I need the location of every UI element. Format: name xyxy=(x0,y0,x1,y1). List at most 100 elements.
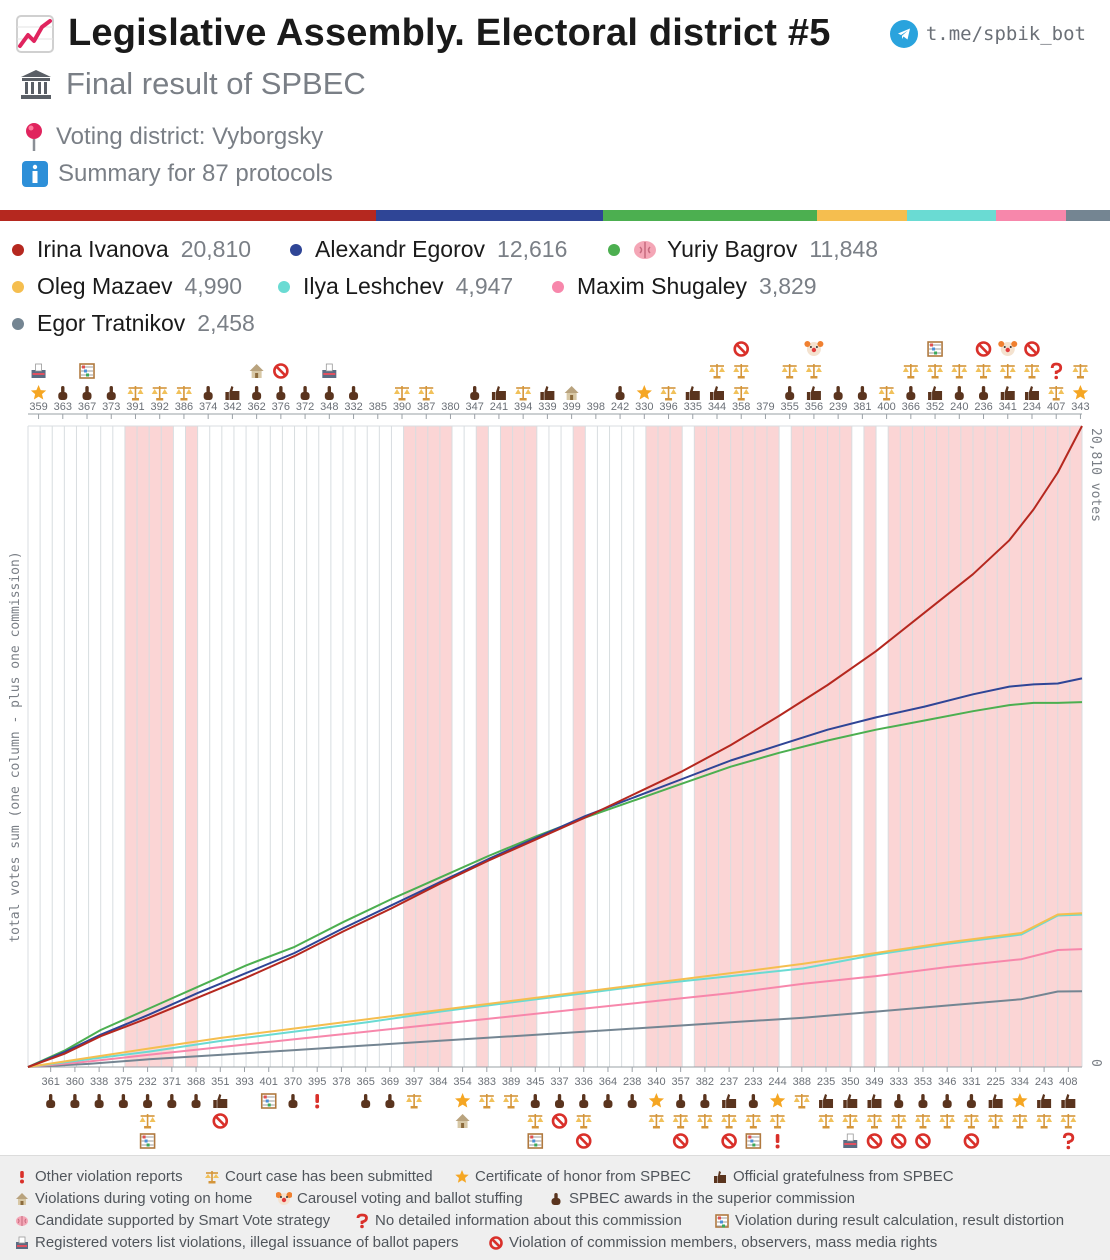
top-tick-label: 356 xyxy=(805,401,823,413)
top-tick-label: 240 xyxy=(950,401,968,413)
prohibited-icon xyxy=(733,341,750,357)
question-icon xyxy=(1050,362,1063,380)
abacus-icon xyxy=(527,1133,544,1149)
bottom-tick-label: 353 xyxy=(914,1076,932,1088)
pointing-up-icon xyxy=(349,386,359,400)
top-tick-label: 348 xyxy=(320,401,338,413)
vote-share-bar xyxy=(0,210,1110,221)
pointing-up-icon xyxy=(966,1094,976,1108)
highlight-column xyxy=(948,426,961,1067)
scales-icon xyxy=(575,1114,592,1129)
ballot-box-icon xyxy=(322,363,337,378)
bottom-tick-label: 331 xyxy=(962,1076,980,1088)
top-tick-label: 386 xyxy=(175,401,193,413)
pointing-up-icon xyxy=(385,1094,395,1108)
icon-legend-label: Official gratefulness from SPBEC xyxy=(733,1168,954,1185)
clown-icon xyxy=(804,341,824,356)
highlight-column xyxy=(754,426,768,1067)
top-tick-label: 374 xyxy=(199,401,217,413)
pointing-up-icon xyxy=(700,1094,710,1108)
scales-icon xyxy=(1023,364,1040,379)
scales-icon xyxy=(1060,1114,1077,1129)
pointing-up-icon xyxy=(579,1094,589,1108)
bottom-tick-label: 346 xyxy=(938,1076,956,1088)
scales-icon xyxy=(793,1094,810,1109)
pointing-up-icon xyxy=(70,1094,80,1108)
bottom-tick-label: 397 xyxy=(405,1076,423,1088)
highlight-column xyxy=(645,426,658,1067)
highlight-column xyxy=(403,426,416,1067)
pointing-up-icon xyxy=(942,1094,952,1108)
bottom-tick-label: 354 xyxy=(453,1076,471,1088)
icon-legend-label: Certificate of honor from SPBEC xyxy=(475,1168,691,1185)
highlight-column xyxy=(912,426,925,1067)
pointing-up-icon xyxy=(785,386,795,400)
exclamation-icon xyxy=(20,1170,24,1183)
highlight-column xyxy=(803,426,816,1067)
clown-icon xyxy=(276,1191,292,1205)
page-title: Legislative Assembly. Electoral district… xyxy=(68,12,831,54)
legend-value: 4,947 xyxy=(455,273,514,299)
scales-icon xyxy=(999,364,1016,379)
scales-icon xyxy=(842,1114,859,1129)
house-icon xyxy=(16,1192,28,1205)
prohibited-icon xyxy=(672,1133,689,1149)
vote-share-segment xyxy=(603,210,818,221)
top-tick-label: 385 xyxy=(369,401,387,413)
scales-icon xyxy=(1072,364,1089,379)
bottom-tick-label: 401 xyxy=(260,1076,278,1088)
highlight-column xyxy=(972,426,986,1067)
top-tick-label: 407 xyxy=(1047,401,1065,413)
abacus-icon xyxy=(715,1213,729,1228)
top-tick-label: 376 xyxy=(272,401,290,413)
bottom-tick-label: 334 xyxy=(1011,1076,1029,1088)
scales-icon xyxy=(902,364,919,379)
scales-icon xyxy=(975,364,992,379)
highlight-column xyxy=(500,426,513,1067)
bottom-tick-label: 369 xyxy=(381,1076,399,1088)
highlight-column xyxy=(476,426,489,1067)
prohibited-icon xyxy=(866,1133,883,1149)
legend-dot xyxy=(12,317,24,330)
highlight-column xyxy=(1045,426,1058,1067)
thumbs-up-icon xyxy=(225,386,240,400)
bottom-tick-label: 393 xyxy=(235,1076,253,1088)
highlight-column xyxy=(718,426,731,1067)
icon-legend-label: No detailed information about this commi… xyxy=(375,1212,682,1229)
prohibited-icon xyxy=(575,1133,592,1149)
bottom-tick-label: 237 xyxy=(720,1076,738,1088)
bottom-tick-label: 378 xyxy=(332,1076,350,1088)
scales-icon xyxy=(1048,386,1065,401)
pointing-up-icon xyxy=(300,386,310,400)
highlight-column xyxy=(149,426,162,1067)
scales-icon xyxy=(769,1114,786,1129)
highlight-column xyxy=(742,426,755,1067)
scales-icon xyxy=(733,364,750,379)
vote-share-segment xyxy=(1065,210,1110,221)
pointing-up-icon xyxy=(530,1094,540,1108)
telegram-icon xyxy=(889,20,918,48)
top-tick-label: 387 xyxy=(417,401,435,413)
telegram-handle[interactable]: t.me/spbik_bot xyxy=(925,23,1086,45)
legend-dot xyxy=(290,243,302,256)
prohibited-icon xyxy=(963,1133,980,1149)
abacus-icon xyxy=(79,363,95,379)
bottom-tick-label: 408 xyxy=(1059,1076,1077,1088)
top-tick-label: 381 xyxy=(853,401,871,413)
abacus-icon xyxy=(927,341,943,357)
summary: Summary for 87 protocols xyxy=(58,160,333,187)
chart-increasing-icon xyxy=(16,14,54,53)
series-line xyxy=(27,948,1083,1068)
bottom-tick-label: 350 xyxy=(841,1076,859,1088)
scales-icon xyxy=(418,386,435,401)
legend-value: 12,616 xyxy=(497,236,568,262)
telegram-link[interactable]: t.me/spbik_bot xyxy=(889,20,1086,48)
prohibited-icon xyxy=(273,363,289,379)
scales-icon xyxy=(708,364,725,379)
thumbs-up-icon xyxy=(540,386,555,400)
brain-icon xyxy=(633,238,657,262)
thumbs-up-icon xyxy=(685,386,700,400)
highlight-column xyxy=(415,426,428,1067)
top-tick-label: 355 xyxy=(781,401,799,413)
question-icon xyxy=(356,1213,368,1228)
